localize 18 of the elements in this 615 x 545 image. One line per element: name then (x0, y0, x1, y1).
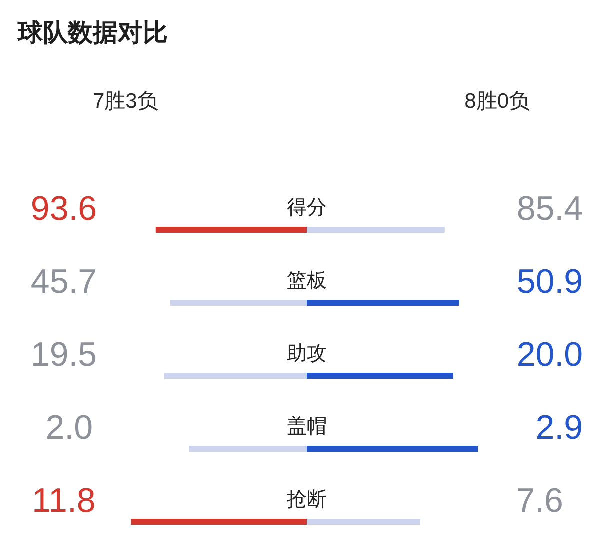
text: 球队数据对比 (17, 19, 168, 47)
data-label: 85.4 (516, 190, 583, 228)
y-tick-label: 篮板 (287, 270, 327, 292)
data-label: 11.8 (32, 482, 96, 520)
data-label: 2.0 (46, 409, 94, 447)
data-label: 20.0 (516, 336, 583, 374)
y-tick-label: 得分 (287, 197, 327, 219)
y-tick-label: 助攻 (287, 343, 327, 365)
data-label: 2.9 (536, 409, 583, 447)
data-label: 7.6 (516, 482, 564, 520)
data-label: 93.6 (30, 190, 98, 228)
data-label: 45.7 (30, 263, 98, 301)
y-tick-label: 抢断 (287, 489, 327, 511)
y-tick-label: 盖帽 (287, 415, 327, 438)
data-label: 19.5 (30, 336, 98, 374)
text: 8胜0负 (464, 90, 530, 113)
data-label: 50.9 (516, 263, 583, 301)
text: 7胜3负 (93, 90, 158, 113)
